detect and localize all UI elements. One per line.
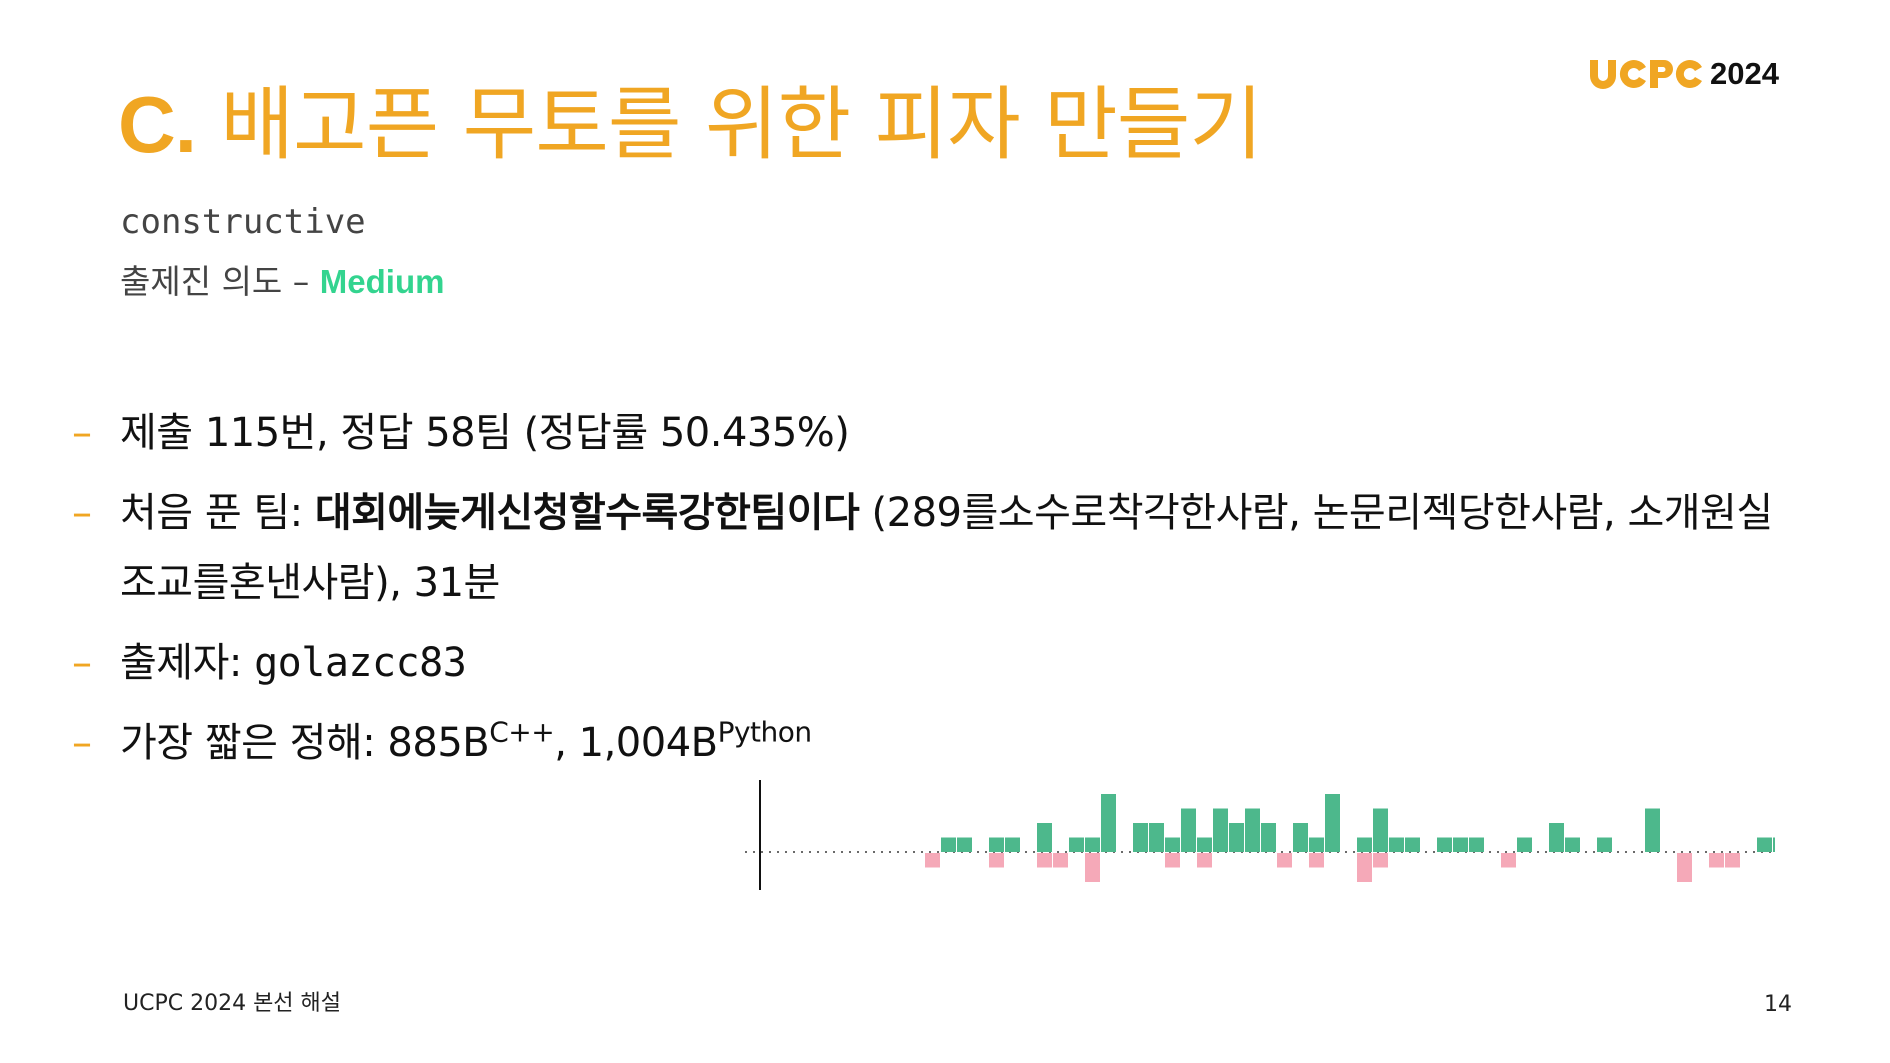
stats-list: – 제출 115번, 정답 58팀 (정답률 50.435%) – 처음 푼 팀…	[72, 398, 1792, 788]
chart-bar-positive	[1373, 808, 1388, 852]
submission-timeline-chart	[745, 780, 1775, 890]
python-lang: Python	[717, 715, 813, 749]
chart-bar-positive	[1213, 808, 1228, 852]
chart-bar-positive	[1133, 823, 1148, 852]
intent-label: 출제진 의도 –	[120, 262, 320, 301]
python-size: 1,004B	[578, 720, 718, 766]
chart-bar-positive	[1389, 837, 1404, 852]
chart-bar-positive	[1757, 837, 1772, 852]
chart-bar-negative	[1709, 853, 1724, 868]
chart-bar-positive	[1293, 823, 1308, 852]
chart-bar-positive	[1005, 837, 1020, 852]
chart-bar-negative	[1725, 853, 1740, 868]
chart-bar-positive	[1453, 837, 1468, 852]
footer-title: UCPC 2024 본선 해설	[123, 991, 342, 1016]
chart-bar-positive	[957, 837, 972, 852]
chart-bar-positive	[1069, 837, 1084, 852]
chart-bar-negative	[1677, 853, 1692, 882]
chart-bar-positive	[1405, 837, 1420, 852]
first-solve-detail: (289를소수로착각한사람, 논문리젝당한사람, 소개원실조교를혼낸사람), 3…	[120, 490, 1773, 606]
chart-bar-negative	[1053, 853, 1068, 868]
chart-bar-positive	[1101, 794, 1116, 852]
chart-bar-positive	[1245, 808, 1260, 852]
chart-bar-negative	[1165, 853, 1180, 868]
chart-bar-negative	[1037, 853, 1052, 868]
ucpc-logo-mark-icon	[1590, 60, 1702, 89]
chart-bar-negative	[1085, 853, 1100, 882]
ucpc-logo: 2024	[1588, 54, 1779, 94]
chart-bar-negative	[1197, 853, 1212, 868]
chart-bar-positive	[1197, 837, 1212, 852]
chart-bar-positive	[1325, 794, 1340, 852]
chart-bar-positive	[1597, 837, 1612, 852]
chart-bar-negative	[989, 853, 1004, 868]
chart-bar-positive	[1085, 837, 1100, 852]
chart-bar-positive	[1037, 823, 1052, 852]
submission-stats: 제출 115번, 정답 58팀 (정답률 50.435%)	[120, 410, 850, 456]
problem-letter: C.	[118, 80, 197, 169]
first-solve-label: 처음 푼 팀:	[120, 490, 315, 536]
chart-bar-positive	[1773, 837, 1775, 852]
bullet-dash-icon: –	[72, 490, 92, 536]
chart-bar-positive	[1549, 823, 1564, 852]
bullet-dash-icon: –	[72, 640, 92, 686]
chart-bar-positive	[1149, 823, 1164, 852]
list-item: – 제출 115번, 정답 58팀 (정답률 50.435%)	[72, 398, 1792, 468]
list-item: – 출제자: golazcc83	[72, 628, 1792, 698]
chart-bar-negative	[1501, 853, 1516, 868]
chart-bar-negative	[1373, 853, 1388, 868]
chart-bar-positive	[1229, 823, 1244, 852]
chart-bar-positive	[1309, 837, 1324, 852]
cpp-size: 885B	[387, 720, 490, 766]
problem-tag: constructive	[120, 202, 366, 242]
chart-bar-positive	[1645, 808, 1660, 852]
list-item: – 가장 짧은 정해: 885BC++, 1,004BPython	[72, 708, 1792, 778]
chart-bar-negative	[1277, 853, 1292, 868]
chart-bar-negative	[1309, 853, 1324, 868]
chart-bar-negative	[1357, 853, 1372, 882]
chart-bar-positive	[1565, 837, 1580, 852]
logo-year: 2024	[1710, 56, 1779, 91]
page-number: 14	[1764, 992, 1792, 1017]
author-label: 출제자:	[120, 640, 255, 686]
chart-bar-positive	[1261, 823, 1276, 852]
first-solve-team: 대회에늦게신청할수록강한팀이다	[314, 490, 860, 536]
bullet-dash-icon: –	[72, 410, 92, 456]
chart-bar-positive	[1165, 837, 1180, 852]
cpp-lang: C++	[489, 715, 555, 749]
separator: ,	[554, 720, 579, 766]
chart-bar-positive	[1437, 837, 1452, 852]
list-item: – 처음 푼 팀: 대회에늦게신청할수록강한팀이다 (289를소수로착각한사람,…	[72, 478, 1792, 618]
bullet-dash-icon: –	[72, 720, 92, 766]
slide-title: C. 배고픈 무토를 위한 피자 만들기	[118, 60, 1263, 176]
chart-bar-negative	[925, 853, 940, 868]
shortest-label: 가장 짧은 정해:	[120, 720, 388, 766]
chart-bar-positive	[1357, 837, 1372, 852]
chart-bar-positive	[1469, 837, 1484, 852]
chart-bar-positive	[1181, 808, 1196, 852]
chart-bar-positive	[989, 837, 1004, 852]
intended-difficulty: 출제진 의도 – Medium	[120, 255, 444, 303]
problem-name: 배고픈 무토를 위한 피자 만들기	[196, 78, 1263, 171]
chart-bar-positive	[1517, 837, 1532, 852]
author-handle: golazcc83	[254, 640, 467, 686]
difficulty-level: Medium	[319, 263, 445, 300]
chart-bar-positive	[941, 837, 956, 852]
